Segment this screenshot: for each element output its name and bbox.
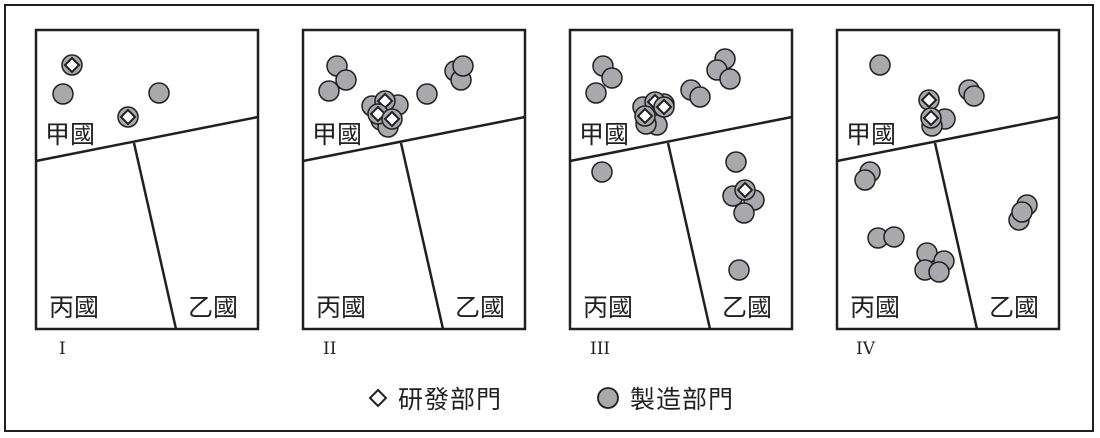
research-marker: [920, 107, 942, 129]
circle-icon: [597, 387, 619, 409]
manufacturing-dot: [52, 83, 74, 105]
research-marker: [918, 89, 940, 111]
border-line-south: [666, 142, 712, 330]
region-label-southeast: 乙國: [722, 293, 772, 322]
research-marker: [734, 179, 756, 201]
research-marker: [117, 106, 139, 128]
research-marker: [634, 105, 656, 127]
border-line-south: [933, 142, 979, 330]
region-label-north: 甲國: [312, 120, 362, 149]
manufacturing-dot: [854, 169, 876, 191]
diamond-icon: [368, 388, 388, 408]
map-panel-3: 甲國 丙國 乙國: [568, 28, 794, 331]
region-label-southwest: 丙國: [850, 293, 900, 322]
region-label-southwest: 丙國: [316, 293, 366, 322]
border-line-south: [132, 142, 178, 330]
region-label-southeast: 乙國: [455, 293, 505, 322]
region-label-southeast: 乙國: [188, 293, 238, 322]
map-border: [34, 28, 260, 331]
manufacturing-dot: [869, 54, 891, 76]
region-label-north: 甲國: [846, 120, 896, 149]
manufacturing-dot: [963, 85, 985, 107]
manufacturing-dot: [318, 80, 340, 102]
research-marker: [381, 108, 403, 130]
border-line-north: [302, 115, 526, 163]
research-marker: [61, 54, 83, 76]
map-number-3: III: [590, 339, 611, 359]
manufacturing-dot: [1011, 201, 1033, 223]
region-label-north: 甲國: [45, 120, 95, 149]
manufacturing-dot: [733, 202, 755, 224]
research-marker: [653, 96, 675, 118]
manufacturing-dot: [928, 261, 950, 283]
region-label-north: 甲國: [579, 120, 629, 149]
manufacturing-dot: [728, 259, 750, 281]
manufacturing-dot: [719, 68, 741, 90]
border-line-north: [836, 115, 1060, 163]
region-label-southwest: 丙國: [583, 293, 633, 322]
markers-map-2: [318, 55, 474, 138]
manufacturing-dot: [725, 151, 747, 173]
manufacturing-dot: [148, 82, 170, 104]
map-number-4: IV: [856, 339, 875, 359]
manufacturing-dot: [452, 55, 474, 77]
border-line-north: [569, 115, 793, 163]
manufacturing-dot: [416, 83, 438, 105]
legend-research-label: 研發部門: [398, 385, 503, 414]
manufacturing-dot: [585, 82, 607, 104]
map-panel-2: 甲國 丙國 乙國: [301, 28, 527, 331]
map-panel-1: 甲國 丙國 乙國: [34, 28, 260, 331]
region-label-southeast: 乙國: [989, 293, 1039, 322]
map-panel-4: 甲國 丙國 乙國: [835, 28, 1061, 331]
border-line-north: [35, 115, 259, 163]
map-number-2: II: [323, 339, 337, 359]
region-label-southwest: 丙國: [49, 293, 99, 322]
border-line-south: [399, 142, 445, 330]
markers-map-3: [585, 48, 765, 281]
manufacturing-dot: [883, 226, 905, 248]
manufacturing-dot: [601, 67, 623, 89]
legend-research: 研發部門: [368, 380, 502, 416]
manufacturing-dot: [335, 69, 357, 91]
manufacturing-dot: [591, 161, 613, 183]
manufacturing-dot: [689, 86, 711, 108]
map-number-1: I: [59, 339, 66, 359]
markers-map-1: [52, 54, 170, 128]
markers-map-4: [854, 54, 1038, 283]
legend-manufacturing: 製造部門: [596, 380, 734, 416]
legend-manufacturing-label: 製造部門: [630, 385, 735, 414]
